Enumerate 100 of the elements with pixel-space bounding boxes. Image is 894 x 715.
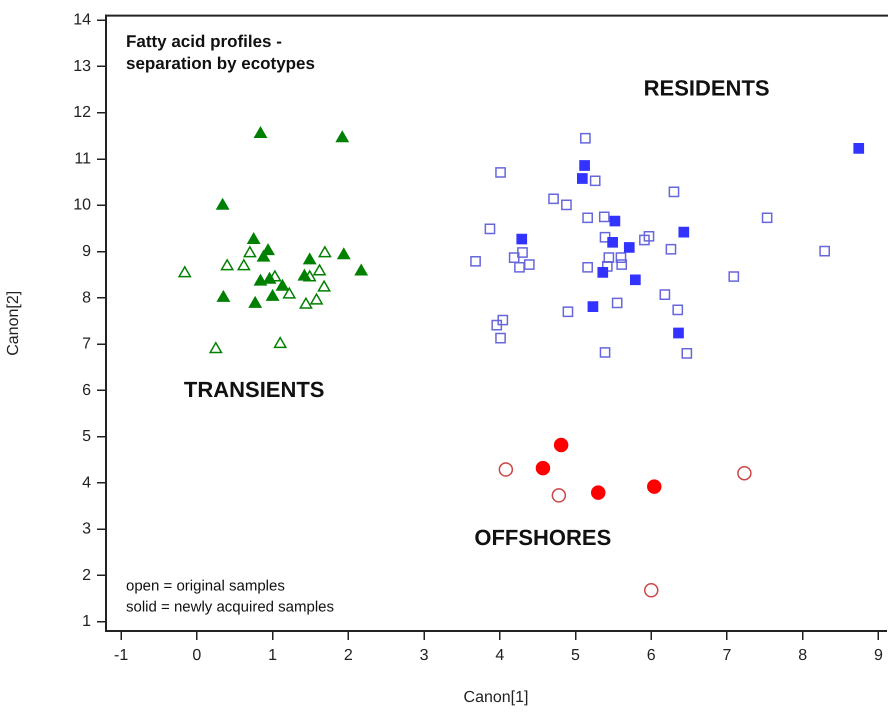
point <box>582 262 593 273</box>
point <box>491 320 502 330</box>
y-tick-label: 13 <box>73 58 92 75</box>
y-tick-label: 8 <box>82 289 92 306</box>
point <box>588 301 598 312</box>
point <box>666 244 676 255</box>
point <box>580 132 591 144</box>
point <box>668 186 680 198</box>
x-tick-label: 9 <box>874 647 883 664</box>
point <box>616 252 626 263</box>
point <box>672 304 684 316</box>
point <box>254 274 267 286</box>
point <box>248 296 262 308</box>
point <box>600 232 610 243</box>
y-tick-label: 9 <box>82 242 92 260</box>
point <box>300 298 312 309</box>
y-tick-label: 1 <box>82 613 92 630</box>
x-tick-label: 4 <box>495 647 504 664</box>
point <box>728 271 740 282</box>
point <box>247 232 260 244</box>
point <box>639 234 650 246</box>
point <box>660 289 670 300</box>
point <box>514 262 525 273</box>
x-tick-label: 2 <box>344 647 353 664</box>
point <box>254 126 267 138</box>
point <box>610 216 620 226</box>
point <box>318 246 332 258</box>
point <box>819 246 830 256</box>
point <box>336 130 349 142</box>
point <box>498 462 514 477</box>
point <box>313 264 326 276</box>
point <box>598 212 610 222</box>
annotation: TRANSIENTS <box>184 377 324 402</box>
point <box>552 488 566 503</box>
point <box>576 173 588 184</box>
point <box>603 252 614 263</box>
point <box>561 200 572 210</box>
point <box>536 460 550 476</box>
point <box>579 160 590 171</box>
point <box>266 290 279 301</box>
point <box>607 236 618 248</box>
point <box>257 250 270 262</box>
point <box>562 306 574 318</box>
point <box>178 266 192 278</box>
point <box>644 583 658 598</box>
point <box>303 270 316 282</box>
point <box>495 332 506 344</box>
y-tick-label: 10 <box>73 196 92 214</box>
y-tick-label: 14 <box>73 12 92 29</box>
point <box>237 259 250 270</box>
point <box>762 212 772 224</box>
point <box>216 198 229 210</box>
point <box>217 290 230 302</box>
point <box>597 267 608 278</box>
y-tick-label: 12 <box>73 104 92 122</box>
x-tick-label: -1 <box>114 647 128 664</box>
x-tick-label: 8 <box>798 647 808 664</box>
y-tick-label: 11 <box>74 150 92 168</box>
point <box>495 167 506 178</box>
point <box>548 193 559 204</box>
annotation: open = original samples <box>126 578 285 595</box>
point <box>497 314 508 326</box>
y-axis-title: Canon[2] <box>5 290 22 356</box>
y-tick-label: 2 <box>82 566 92 584</box>
point <box>644 230 654 242</box>
point <box>590 175 601 186</box>
annotation: solid = newly acquired samples <box>126 598 334 616</box>
point <box>484 224 496 234</box>
point <box>673 328 684 338</box>
y-tick-label: 3 <box>82 520 92 538</box>
point <box>647 479 662 494</box>
point <box>516 234 528 244</box>
point <box>303 253 316 264</box>
point <box>276 279 289 291</box>
point <box>274 336 287 348</box>
point <box>282 287 296 299</box>
point <box>582 212 593 224</box>
y-tick-label: 5 <box>82 428 92 446</box>
point <box>209 342 222 354</box>
x-tick-label: 1 <box>268 647 278 664</box>
point <box>354 264 368 276</box>
point <box>678 226 690 238</box>
point <box>624 242 635 253</box>
point <box>517 247 528 258</box>
x-tick-label: 3 <box>420 647 429 664</box>
point <box>554 438 568 452</box>
text: Fatty acid profiles - separation by ecotypes <box>126 32 315 73</box>
x-tick-label: 0 <box>192 647 202 664</box>
point <box>318 280 330 292</box>
point <box>524 259 535 270</box>
point <box>310 293 323 305</box>
point <box>616 259 628 270</box>
annotation: RESIDENTS <box>644 76 770 101</box>
x-tick-label: 7 <box>722 647 732 664</box>
y-tick-label: 6 <box>82 382 92 399</box>
point <box>681 348 692 359</box>
point <box>600 347 610 358</box>
point <box>508 252 520 263</box>
point <box>220 259 234 270</box>
point <box>470 256 481 267</box>
